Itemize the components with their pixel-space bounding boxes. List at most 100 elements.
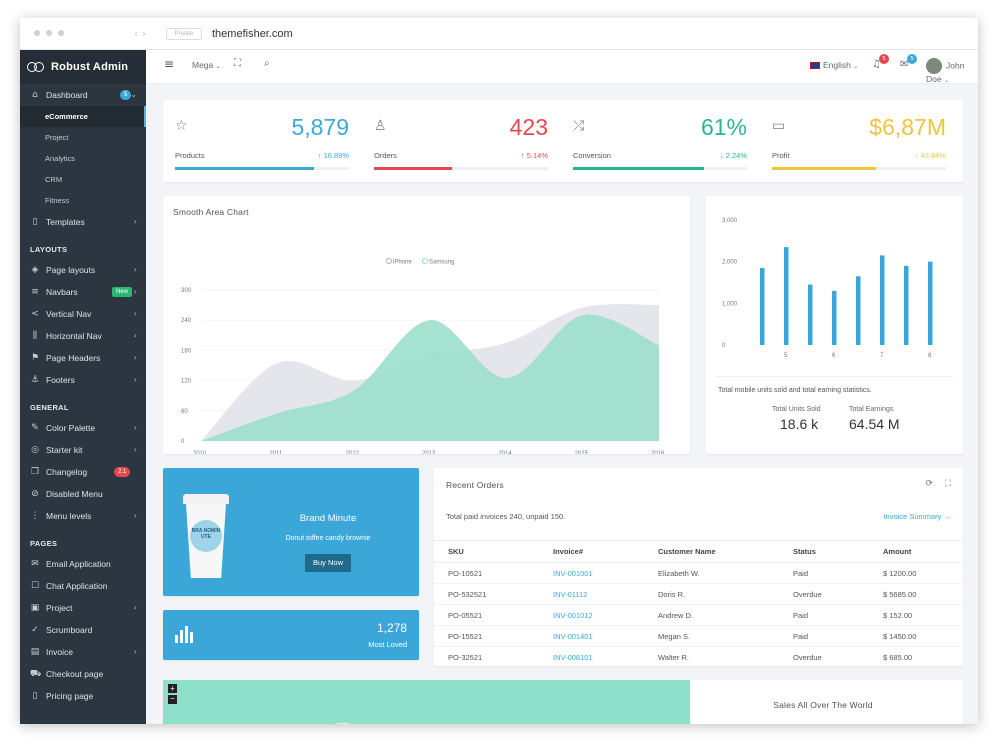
language-select[interactable]: English ⌄ <box>810 60 858 70</box>
user-icon: ♙ <box>374 118 387 134</box>
sidebar-item-scrumboard[interactable]: ✓ Scrumboard <box>20 619 146 641</box>
sku-cell: PO-05521 <box>434 604 539 626</box>
stat-change-value: 5.14% <box>526 151 548 160</box>
stat-profit: ▭ $6,87M Profit ↑ 43.84% <box>760 100 958 182</box>
stat-label: Conversion <box>573 151 611 160</box>
address-bar[interactable]: Private themefisher.com <box>162 26 772 42</box>
sidebar-item-page-headers[interactable]: ⚑ Page Headers › <box>20 347 146 369</box>
progress-fill <box>374 167 453 170</box>
brand[interactable]: Robust Admin <box>20 50 146 84</box>
briefcase-icon: ▣ <box>30 603 40 613</box>
stat-change: ↓ 2.24% <box>719 151 747 160</box>
zoom-out-button[interactable]: − <box>168 695 177 704</box>
sidebar-item-starter-kit[interactable]: ◎ Starter kit › <box>20 439 146 461</box>
invoice-cell[interactable]: INV-01112 <box>539 583 644 605</box>
sidebar-item-changelog[interactable]: ❐ Changelog 2.1 <box>20 461 146 483</box>
invoice-cell[interactable]: INV-001012 <box>539 604 644 626</box>
sidebar-item-footers[interactable]: ⚓ Footers › <box>20 369 146 391</box>
progress-fill <box>573 167 704 170</box>
bar <box>904 265 909 345</box>
sidebar-item-page-layouts[interactable]: ◈ Page layouts › <box>20 259 146 281</box>
chevron-down-icon: ⌄ <box>853 64 859 70</box>
sidebar-item-horizontal-nav[interactable]: ⫼ Horizontal Nav › <box>20 325 146 347</box>
star-icon: ☆ <box>175 118 188 134</box>
column-header[interactable]: Amount <box>869 540 962 563</box>
reload-icon[interactable]: ⟳ <box>925 479 933 489</box>
table-row[interactable]: PO-15521 INV-001401 Megan S. Paid $ 1450.00 <box>434 625 962 647</box>
status-cell: Paid <box>779 625 869 647</box>
table-row[interactable]: PO-05521 INV-001012 Andrew D. Paid $ 152.00 <box>434 604 962 626</box>
column-header[interactable]: Status <box>779 540 869 563</box>
column-header[interactable]: SKU <box>434 540 539 563</box>
world-sales-card: + − Sales All Over The World <box>163 680 963 724</box>
search-icon[interactable]: ⌕ <box>264 58 270 69</box>
sidebar-item-color-palette[interactable]: ✎ Color Palette › <box>20 417 146 439</box>
loved-label: Most Loved <box>368 640 407 649</box>
world-map[interactable]: + − <box>163 680 690 724</box>
menu-toggle-icon[interactable]: ≡ <box>164 57 175 71</box>
invoice-cell[interactable]: INV-001001 <box>539 562 644 584</box>
table-row[interactable]: PO-532521 INV-01112 Doris R. Overdue $ 5685.… <box>434 583 962 605</box>
sidebar-item-checkout[interactable]: ⛟ Checkout page <box>20 663 146 685</box>
bar <box>856 276 861 345</box>
notifications-bell-icon[interactable]: ♫ 5 <box>872 54 889 70</box>
sidebar-item-label: Footers <box>46 375 75 385</box>
bar-caption: Total mobile units sold and total earnin… <box>718 387 872 394</box>
sidebar-item-label: Checkout page <box>46 669 104 679</box>
sidebar-item-vertical-nav[interactable]: < Vertical Nav › <box>20 303 146 325</box>
x-tick-label: 5 <box>784 353 788 359</box>
table-row[interactable]: PO-10521 INV-001001 Elizabeth W. Paid $ 1200… <box>434 562 962 584</box>
sidebar-item-label: Templates <box>46 217 85 227</box>
sidebar-item-disabled-menu[interactable]: ⊘ Disabled Menu <box>20 483 146 505</box>
sidebar-item-menu-levels[interactable]: ⋮ Menu levels › <box>20 505 146 527</box>
sku-cell: PO-32521 <box>434 646 539 668</box>
x-tick-label: 2013 <box>422 451 436 454</box>
column-header[interactable]: Invoice# <box>539 540 644 563</box>
loved-value: 1,278 <box>376 621 407 635</box>
invoice-cell[interactable]: INV-001401 <box>539 625 644 647</box>
y-tick-label: 240 <box>181 318 192 324</box>
sidebar-item-project[interactable]: ▣ Project › <box>20 597 146 619</box>
mega-menu[interactable]: Mega ⌄ <box>192 60 221 70</box>
fullscreen-icon[interactable]: ⛶ <box>234 58 241 69</box>
sidebar-item-label: Menu levels <box>46 511 92 521</box>
x-tick-label: 2010 <box>193 451 207 454</box>
sidebar-item-dashboard[interactable]: ⌂ Dashboard 5 ⌄ <box>20 84 146 106</box>
sidebar-item-label: Color Palette <box>46 423 96 433</box>
sidebar-sub-project[interactable]: Project <box>45 133 69 142</box>
sidebar-item-email[interactable]: ✉ Email Application <box>20 553 146 575</box>
url-text[interactable]: themefisher.com <box>212 28 293 40</box>
book-icon: ▯ <box>32 691 38 701</box>
buy-now-button[interactable]: Buy Now <box>305 554 351 572</box>
window-controls[interactable] <box>34 30 64 36</box>
sidebar-item-label: Page Headers <box>46 353 101 363</box>
bar-chart-card: 0 1,000 2,000 3,000 5 6 7 8 Total mobile units … <box>706 196 963 454</box>
sidebar: Robust Admin ⌂ Dashboard 5 ⌄ eCommerce P… <box>20 50 146 724</box>
invoice-summary-link[interactable]: Invoice Summary → <box>883 512 951 521</box>
sidebar-item-chat[interactable]: ☐ Chat Application <box>20 575 146 597</box>
sidebar-sub-analytics[interactable]: Analytics <box>45 154 76 163</box>
user-name: John Doe <box>926 60 965 84</box>
sidebar-item-label: Disabled Menu <box>46 489 103 499</box>
legend-marker <box>421 258 428 265</box>
sidebar-item-invoice[interactable]: ▤ Invoice › <box>20 641 146 663</box>
sidebar-sub-ecommerce[interactable]: eCommerce <box>20 106 146 127</box>
sidebar-sub-crm[interactable]: CRM <box>45 175 63 184</box>
user-menu[interactable]: John Doe ⌄ <box>926 58 978 84</box>
sidebar-item-label: Scrumboard <box>46 625 93 635</box>
zoom-in-button[interactable]: + <box>168 684 177 693</box>
sidebar-item-pricing[interactable]: ▯ Pricing page <box>20 685 146 707</box>
messages-mail-icon[interactable]: ✉ 5 <box>900 54 917 70</box>
sidebar-item-templates[interactable]: ▯ Templates › <box>20 211 146 233</box>
sidebar-item-navbars[interactable]: ≡ Navbars New › <box>20 281 146 303</box>
language-label: English <box>823 60 851 70</box>
column-header[interactable]: Customer Name <box>644 540 779 563</box>
stat-label: Orders <box>374 151 397 160</box>
x-tick-label: 2014 <box>498 451 512 454</box>
nav-arrows-icon[interactable]: ‹ › <box>134 27 147 40</box>
table-row[interactable]: PO-32521 INV-008101 Walter R. Overdue $ 685.… <box>434 646 962 668</box>
sidebar-sub-fitness[interactable]: Fitness <box>45 196 70 205</box>
invoice-cell[interactable]: INV-008101 <box>539 646 644 668</box>
chevron-right-icon: › <box>133 603 137 612</box>
expand-icon[interactable]: ⛶ <box>944 479 951 489</box>
